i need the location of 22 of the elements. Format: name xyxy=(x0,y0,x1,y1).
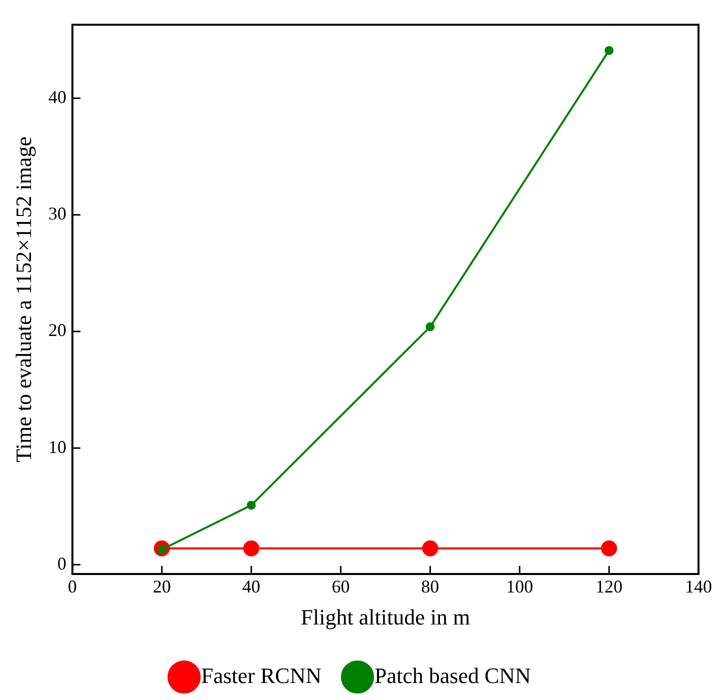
point xyxy=(422,540,438,556)
x-tick-label: 40 xyxy=(242,576,260,597)
y-axis-title: Time to evaluate a 1152×1152 image xyxy=(10,136,36,462)
y-tick-label: 10 xyxy=(48,436,66,457)
legend-label: Patch based CNN xyxy=(374,662,532,688)
y-tick-label: 40 xyxy=(48,86,66,107)
x-axis-title: Flight altitude in m xyxy=(300,604,470,630)
x-tick-label: 60 xyxy=(332,576,350,597)
x-tick-label: 80 xyxy=(421,576,440,597)
y-tick-label: 0 xyxy=(57,553,66,574)
x-tick-label: 100 xyxy=(506,576,534,597)
point xyxy=(243,540,260,556)
x-tick-label: 140 xyxy=(685,576,712,597)
point xyxy=(246,500,256,510)
point xyxy=(426,322,435,332)
legend-label: Faster RCNN xyxy=(201,662,322,688)
x-tick-label: 120 xyxy=(596,576,623,597)
point xyxy=(604,46,614,55)
y-tick-label: 20 xyxy=(48,320,66,340)
x-tick-label: 20 xyxy=(152,576,171,597)
point xyxy=(601,540,618,556)
y-tick-label: 30 xyxy=(48,204,66,224)
